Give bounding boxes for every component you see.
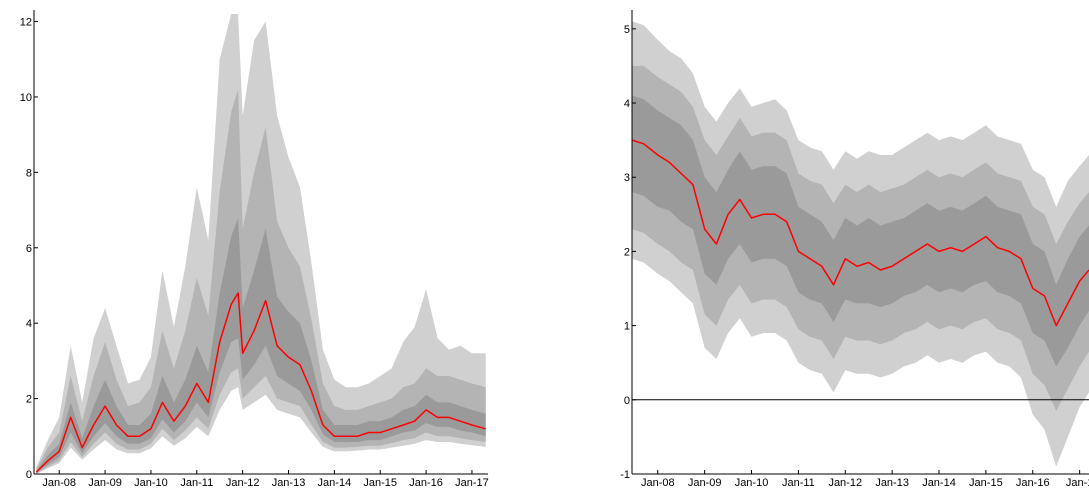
left-chart-panel: 0 2 4 6 8 10 12 Jan-08 Jan-09 Jan-10 Jan-11 Jan-12 J…: [20, 10, 489, 488]
y-tick-label: 5: [624, 24, 630, 36]
x-tick-label: Jan-12: [226, 477, 260, 488]
x-tick-label: Jan-08: [641, 477, 675, 488]
band-inner: [632, 95, 1089, 367]
x-tick-label: Jan-08: [42, 477, 76, 488]
x-tick-label: Jan-14: [922, 477, 956, 488]
y-tick-label: 1: [624, 321, 630, 333]
x-tick-label: Jan-15: [969, 477, 1003, 488]
right-chart-panel: -1 0 1 2 3 4 5 Jan-08 Jan-09 Jan-10 Jan-11 Jan-12 Ja…: [620, 10, 1089, 488]
median-line: [35, 292, 486, 473]
x-tick-label: Jan-10: [134, 477, 168, 488]
y-tick-label: -1: [620, 469, 630, 481]
x-tick-label: Jan-13: [875, 477, 909, 488]
median-line: [632, 139, 1089, 327]
x-tick-label: Jan-11: [180, 477, 213, 488]
x-tick-label: Jan-15: [363, 477, 397, 488]
x-tick-label: Jan-16: [1016, 477, 1050, 488]
y-tick-label: 10: [20, 92, 32, 104]
y-tick-label: 3: [624, 172, 630, 184]
y-tick-label: 8: [26, 167, 32, 179]
x-tick-label: Jan-11: [782, 477, 815, 488]
x-tick-label: Jan-17: [455, 477, 489, 488]
x-tick-label: Jan-10: [735, 477, 769, 488]
y-tick-label: 6: [26, 243, 32, 255]
x-tick-label: Jan-09: [688, 477, 722, 488]
x-tick-label: Jan-12: [828, 477, 862, 488]
x-tick-label: Jan-13: [272, 477, 306, 488]
y-tick-label: 0: [624, 395, 630, 407]
y-tick-label: 12: [20, 17, 32, 29]
band-inner: [36, 217, 486, 474]
y-tick-label: 2: [624, 246, 630, 258]
y-tick-label: 0: [26, 469, 32, 481]
x-tick-label: Jan-09: [88, 477, 122, 488]
x-tick-label: Jan-1: [1066, 477, 1089, 488]
x-tick-label: Jan-14: [318, 477, 352, 488]
y-tick-label: 2: [26, 394, 32, 406]
x-tick-label: Jan-16: [409, 477, 443, 488]
y-tick-label: 4: [624, 98, 630, 110]
y-tick-label: 4: [26, 318, 32, 330]
